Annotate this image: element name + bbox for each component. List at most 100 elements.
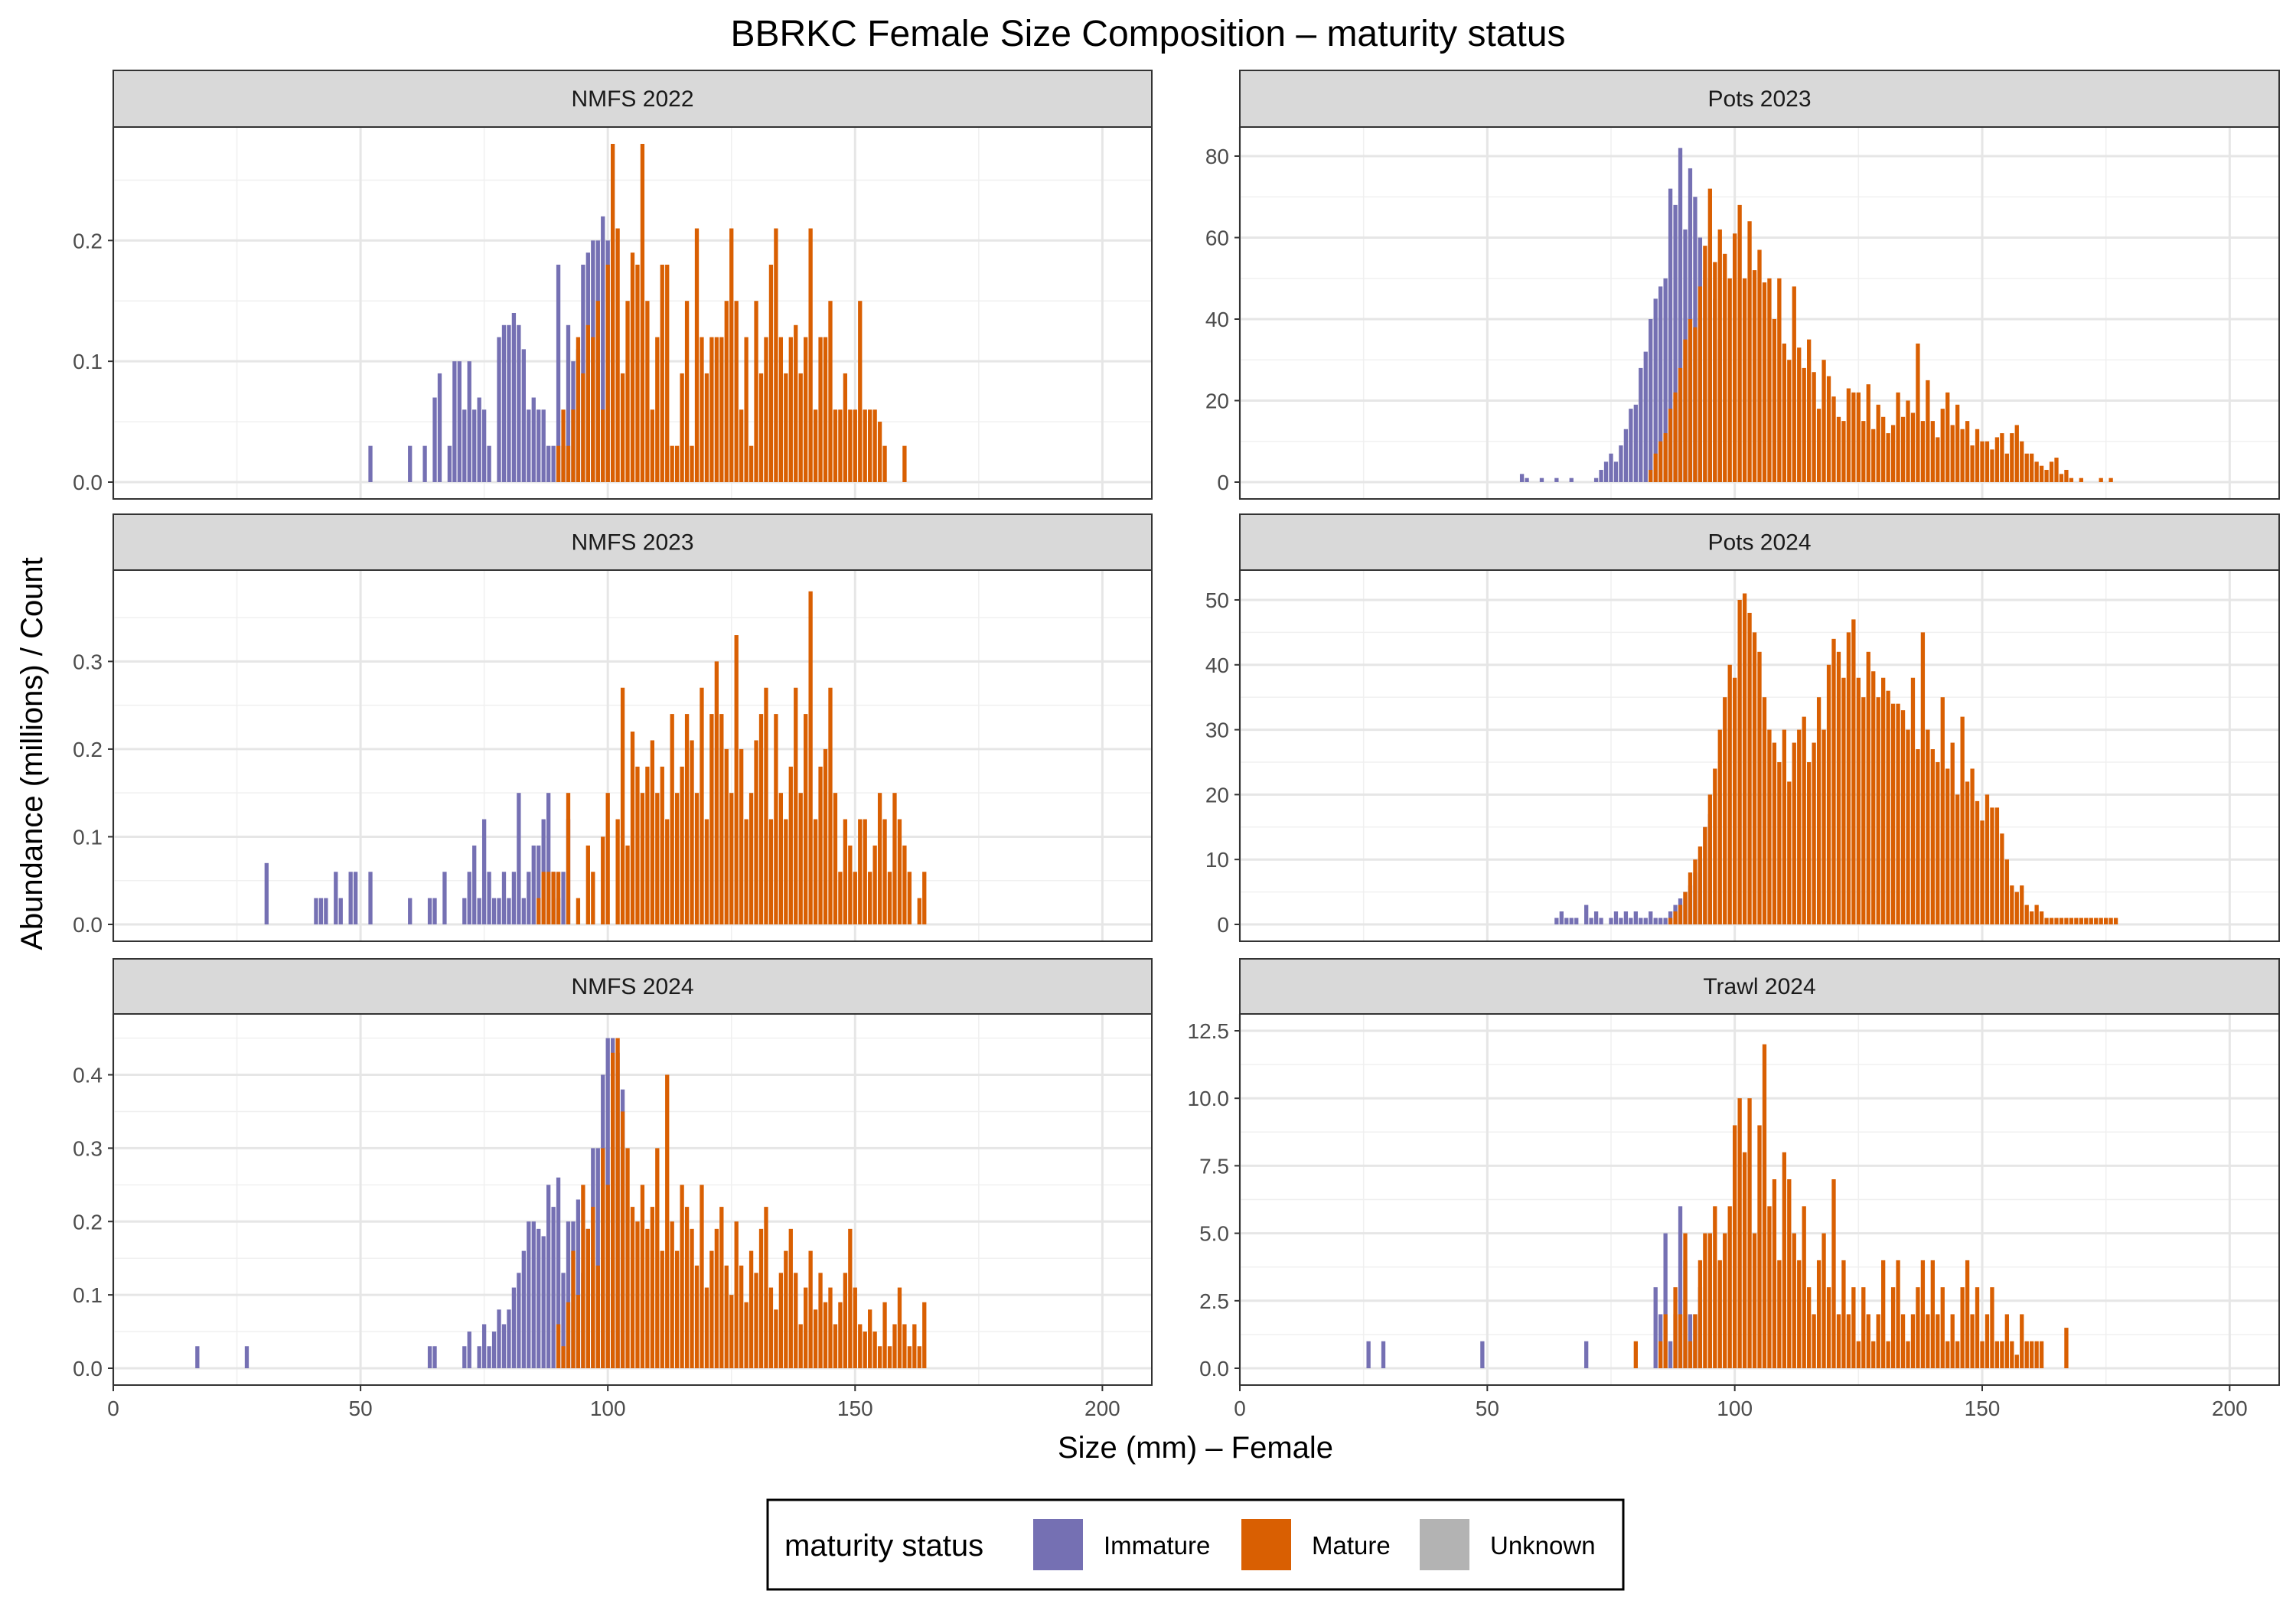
bar-immature bbox=[314, 898, 318, 924]
panel-trawl-2024: Trawl 2024 0.0 2.5 5.0 7.5 10.0 12.5 0 50 100 150 2… bbox=[1188, 958, 2280, 1420]
bar-immature bbox=[1593, 478, 1599, 482]
bar-mature bbox=[1668, 918, 1673, 924]
panel-pots-2023: Pots 2023 0 20 40 60 80 bbox=[1205, 70, 2280, 500]
bar-mature bbox=[2014, 892, 2019, 924]
bar-mature bbox=[1733, 1125, 1737, 1368]
bar-mature bbox=[561, 1346, 566, 1368]
bar-mature bbox=[788, 337, 793, 482]
bar-mature bbox=[1673, 911, 1678, 924]
y-tick-label: 12.5 bbox=[1188, 1019, 1230, 1043]
bar-mature bbox=[1930, 421, 1935, 482]
bar-mature bbox=[1985, 441, 1990, 482]
bar-mature bbox=[1782, 1152, 1786, 1368]
bar-mature bbox=[2020, 885, 2024, 924]
bar-mature bbox=[694, 793, 700, 924]
bar-mature bbox=[675, 1250, 680, 1368]
bar-mature bbox=[922, 872, 927, 924]
bar-mature bbox=[907, 872, 912, 924]
bar-mature bbox=[902, 1324, 907, 1368]
bar-mature bbox=[585, 1228, 590, 1368]
bar-mature bbox=[1797, 729, 1802, 924]
bar-mature bbox=[1866, 651, 1870, 924]
bar-immature bbox=[1653, 918, 1658, 924]
bar-mature bbox=[784, 819, 788, 924]
bar-mature bbox=[1936, 761, 1940, 924]
bar-mature bbox=[1727, 278, 1732, 482]
bar-mature bbox=[640, 793, 645, 924]
bar-immature bbox=[1381, 1341, 1386, 1368]
bar-mature bbox=[1881, 677, 1886, 924]
bar-mature bbox=[1737, 1098, 1742, 1368]
bar-immature bbox=[566, 324, 571, 482]
bar-mature bbox=[1762, 1044, 1767, 1368]
bar-mature bbox=[1807, 339, 1812, 482]
panel-pots-2024: Pots 2024 0 10 20 30 40 50 bbox=[1205, 513, 2280, 942]
bar-mature bbox=[1737, 599, 1742, 924]
bar-mature bbox=[1812, 372, 1816, 482]
bar-mature bbox=[556, 872, 561, 924]
bar-mature bbox=[665, 264, 670, 482]
bar-mature bbox=[868, 872, 872, 924]
series-mature bbox=[556, 144, 907, 482]
bar-immature bbox=[497, 898, 501, 924]
bar-mature bbox=[1881, 416, 1886, 482]
bar-mature bbox=[1890, 1287, 1896, 1368]
bar-mature bbox=[1737, 204, 1742, 482]
bar-mature bbox=[1841, 421, 1846, 482]
bar-mature bbox=[2004, 859, 2009, 924]
bar-mature bbox=[1960, 429, 1965, 482]
bar-mature bbox=[764, 337, 768, 482]
bar-mature bbox=[828, 1287, 833, 1368]
bar-mature bbox=[709, 1250, 714, 1368]
bar-immature bbox=[1584, 905, 1589, 924]
bar-immature bbox=[561, 872, 566, 924]
facet-label: NMFS 2024 bbox=[571, 974, 693, 999]
bar-immature bbox=[1653, 1287, 1658, 1368]
x-tick-label: 200 bbox=[2212, 1397, 2248, 1420]
bar-mature bbox=[714, 337, 719, 482]
bar-mature bbox=[585, 324, 590, 482]
bar-immature bbox=[561, 1273, 566, 1368]
bar-immature bbox=[1589, 918, 1593, 924]
bar-mature bbox=[1896, 1260, 1900, 1368]
bar-mature bbox=[784, 1250, 788, 1368]
bar-immature bbox=[353, 872, 358, 924]
bar-mature bbox=[635, 264, 640, 482]
bar-immature bbox=[1613, 911, 1619, 924]
legend-label-immature: Immature bbox=[1104, 1531, 1210, 1560]
bar-mature bbox=[1950, 1314, 1955, 1368]
bar-immature bbox=[1569, 478, 1574, 482]
x-tick-label: 150 bbox=[837, 1397, 873, 1420]
bar-mature bbox=[680, 766, 684, 924]
bar-mature bbox=[1742, 1152, 1747, 1368]
bar-mature bbox=[778, 793, 784, 924]
bar-immature bbox=[531, 397, 536, 482]
bar-mature bbox=[902, 845, 907, 924]
bar-immature bbox=[1599, 918, 1603, 924]
bar-mature bbox=[576, 1295, 581, 1368]
bar-immature bbox=[517, 793, 521, 924]
bar-mature bbox=[630, 1207, 635, 1368]
bar-mature bbox=[813, 409, 818, 482]
bar-mature bbox=[858, 819, 863, 924]
legend: maturity status Immature Mature Unknown bbox=[766, 1498, 1625, 1591]
bar-mature bbox=[768, 1287, 774, 1368]
bar-mature bbox=[823, 1302, 828, 1368]
bar-mature bbox=[1826, 376, 1831, 482]
bar-immature bbox=[462, 898, 467, 924]
bar-mature bbox=[690, 740, 694, 924]
bar-mature bbox=[1707, 1233, 1712, 1368]
bar-mature bbox=[853, 1287, 857, 1368]
bar-mature bbox=[872, 1332, 877, 1368]
bar-immature bbox=[477, 898, 481, 924]
bar-mature bbox=[566, 793, 571, 924]
y-tick-label: 0.0 bbox=[73, 913, 103, 937]
bar-mature bbox=[2059, 474, 2064, 482]
bar-mature bbox=[1896, 703, 1900, 924]
bar-immature bbox=[1678, 148, 1683, 482]
bar-mature bbox=[595, 301, 600, 482]
x-tick-label: 200 bbox=[1084, 1397, 1120, 1420]
bar-mature bbox=[1871, 429, 1876, 482]
y-tick-label: 0.0 bbox=[73, 471, 103, 494]
